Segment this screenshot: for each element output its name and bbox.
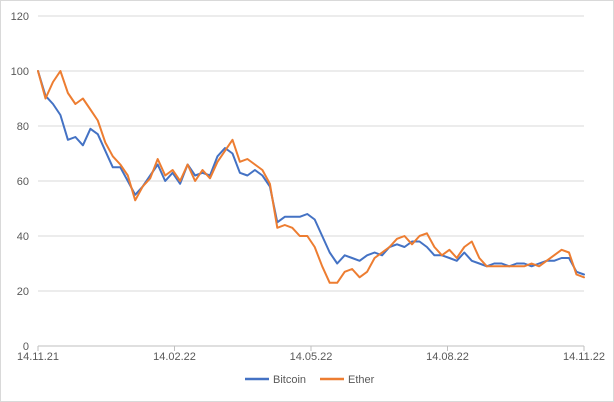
series-lines	[37, 70, 585, 284]
x-tick-label: 14.11.21	[17, 351, 59, 363]
y-tick-label: 40	[17, 231, 29, 243]
x-tick-label: 14.11.22	[563, 351, 605, 363]
legend-label-bitcoin: Bitcoin	[273, 374, 306, 386]
x-tick-label: 14.02.22	[153, 351, 196, 363]
y-tick-label: 80	[17, 121, 29, 133]
x-axis-ticks: 14.11.21 14.02.22 14.05.22 14.08.22 14.11.22	[17, 346, 605, 363]
series-line-bitcoin	[37, 70, 585, 276]
y-tick-label: 20	[17, 286, 29, 298]
legend: Bitcoin Ether	[245, 374, 375, 386]
y-tick-label: 0	[23, 341, 29, 353]
y-tick-label: 120	[11, 11, 29, 23]
legend-label-ether: Ether	[348, 374, 375, 386]
y-tick-label: 60	[17, 176, 29, 188]
x-tick-label: 14.08.22	[426, 351, 469, 363]
series-line-ether	[37, 70, 585, 284]
y-tick-label: 100	[11, 66, 29, 78]
gridlines	[38, 15, 584, 292]
x-tick-label: 14.05.22	[290, 351, 333, 363]
y-axis-ticks: 0 20 40 60 80 100 120	[11, 11, 29, 353]
